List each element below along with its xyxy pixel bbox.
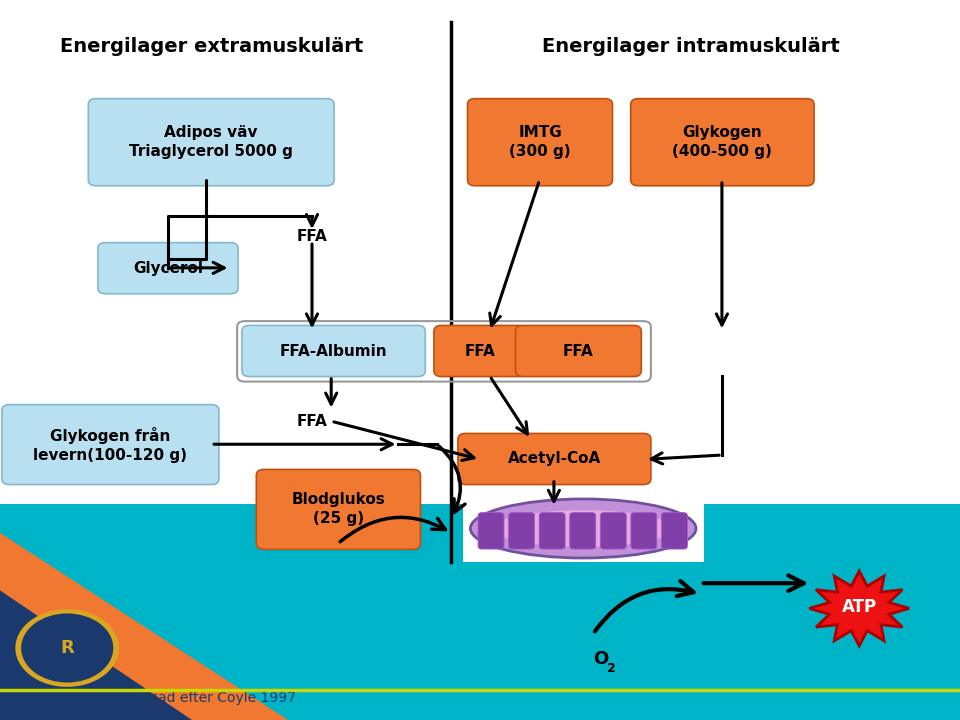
FancyBboxPatch shape [88, 99, 334, 186]
Text: Glykogen från
levern(100-120 g): Glykogen från levern(100-120 g) [34, 426, 187, 463]
Polygon shape [0, 590, 192, 720]
Text: Glycerol: Glycerol [133, 261, 203, 276]
Polygon shape [809, 571, 909, 646]
Text: Anpassad efter Coyle 1997: Anpassad efter Coyle 1997 [108, 691, 296, 706]
FancyBboxPatch shape [458, 433, 651, 485]
Text: ATP: ATP [842, 598, 876, 616]
FancyBboxPatch shape [569, 513, 595, 549]
FancyBboxPatch shape [468, 99, 612, 186]
FancyBboxPatch shape [509, 513, 535, 549]
FancyBboxPatch shape [516, 325, 641, 377]
FancyBboxPatch shape [600, 513, 626, 549]
FancyBboxPatch shape [2, 405, 219, 485]
FancyBboxPatch shape [631, 513, 657, 549]
FancyBboxPatch shape [242, 325, 425, 377]
Text: O: O [593, 649, 609, 668]
Text: Energilager extramuskulärt: Energilager extramuskulärt [60, 37, 363, 56]
Text: FFA-Albumin: FFA-Albumin [279, 343, 388, 359]
Bar [463, 495, 704, 562]
Circle shape [21, 613, 113, 683]
Text: IMTG
(300 g): IMTG (300 g) [509, 125, 571, 159]
Text: R: R [60, 639, 74, 657]
Text: Glykogen
(400-500 g): Glykogen (400-500 g) [672, 125, 773, 159]
FancyBboxPatch shape [631, 99, 814, 186]
Text: FFA: FFA [465, 343, 495, 359]
Ellipse shape [493, 510, 673, 546]
FancyBboxPatch shape [256, 469, 420, 549]
FancyBboxPatch shape [540, 513, 565, 549]
Bar [0, 504, 960, 720]
FancyBboxPatch shape [98, 243, 238, 294]
Text: Acetyl-CoA: Acetyl-CoA [508, 451, 601, 467]
Text: Adipos väv
Triaglycerol 5000 g: Adipos väv Triaglycerol 5000 g [130, 125, 293, 159]
Ellipse shape [470, 499, 696, 558]
Text: 2: 2 [607, 662, 615, 675]
Text: FFA: FFA [563, 343, 594, 359]
Text: Blodglukos
(25 g): Blodglukos (25 g) [292, 492, 385, 526]
Circle shape [15, 609, 119, 687]
FancyBboxPatch shape [434, 325, 526, 377]
Text: FFA: FFA [297, 229, 327, 243]
FancyBboxPatch shape [478, 513, 504, 549]
Polygon shape [0, 533, 288, 720]
Text: FFA: FFA [297, 414, 327, 428]
Text: Energilager intramuskulärt: Energilager intramuskulärt [542, 37, 840, 56]
FancyBboxPatch shape [661, 513, 687, 549]
